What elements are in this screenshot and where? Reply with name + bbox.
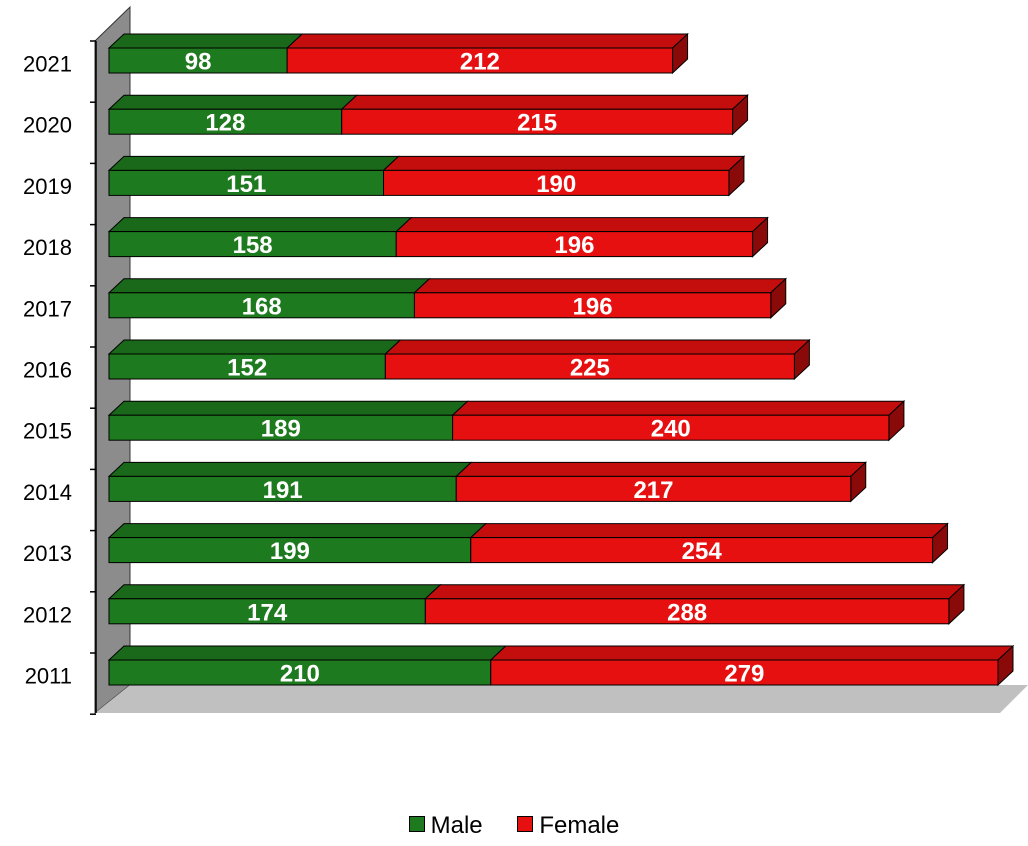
bar-male-2011: [107, 645, 508, 686]
bar-female-2020: [340, 94, 749, 136]
bar-female-2013: [469, 522, 949, 564]
data-label-male: 151: [226, 171, 266, 198]
y-tick-label: 2017: [23, 296, 72, 321]
data-label-male: 158: [233, 232, 273, 259]
y-tick-layer: 2021 2020 2019 2018 2017 2016 2015 2014 2013 2012…: [23, 52, 72, 689]
data-label-female: 196: [554, 232, 594, 259]
bar-male-2021: [107, 33, 304, 74]
data-label-female: 215: [517, 110, 557, 137]
y-tick-label: 2013: [23, 541, 72, 566]
bar-male-2020: [107, 94, 358, 135]
y-tick-label: 2018: [23, 235, 72, 260]
bar-female-2017: [413, 277, 788, 319]
data-label-male: 189: [261, 416, 301, 443]
legend: Male Female: [0, 812, 1028, 840]
legend-item-male: Male: [408, 812, 483, 840]
bar-female-2018: [394, 216, 769, 258]
legend-swatch-female: [517, 816, 534, 832]
data-label-male: 152: [227, 355, 267, 382]
y-tick-label: 2016: [23, 358, 72, 383]
bar-male-2012: [107, 584, 442, 625]
legend-item-female: Female: [517, 812, 619, 840]
data-label-female: 190: [536, 171, 576, 198]
bar-female-2011: [489, 644, 1015, 687]
floor: [95, 685, 1028, 713]
bar-female-2012: [424, 583, 966, 625]
data-label-male: 191: [263, 477, 303, 504]
bar-layer: 98 212 128 215 151 190 158 196 168 196 152 225 189 24…: [107, 32, 1015, 688]
y-tick-label: 2015: [23, 419, 72, 444]
data-label-female: 288: [667, 599, 707, 626]
y-tick-label: 2012: [23, 602, 72, 627]
data-label-male: 210: [280, 661, 320, 688]
data-label-male: 128: [205, 110, 245, 137]
data-label-female: 196: [573, 293, 613, 320]
bar-male-2013: [107, 523, 488, 564]
bar-female-2019: [382, 155, 746, 197]
data-label-male: 174: [247, 599, 288, 626]
data-label-female: 225: [570, 355, 610, 382]
legend-label-female: Female: [539, 812, 620, 839]
y-tick-label: 2020: [23, 113, 72, 138]
y-tick-label: 2019: [23, 174, 72, 199]
bar-male-2018: [107, 217, 413, 258]
legend-swatch-male: [408, 816, 425, 832]
data-label-female: 279: [724, 661, 764, 688]
bar-female-2015: [451, 400, 906, 442]
y-tick-label: 2011: [25, 664, 72, 689]
bar-female-2021: [285, 32, 689, 75]
bar-female-2014: [454, 461, 868, 503]
bar-male-2019: [107, 155, 400, 196]
y-tick-label: 2021: [23, 52, 72, 77]
data-label-male: 98: [185, 49, 212, 76]
y-tick-label: 2014: [23, 480, 72, 505]
bar-female-2016: [384, 338, 811, 381]
bar-male-2016: [107, 339, 402, 380]
data-label-male: 199: [270, 538, 310, 565]
legend-label-male: Male: [430, 812, 483, 839]
data-label-female: 240: [651, 416, 691, 443]
data-label-female: 217: [633, 477, 673, 504]
data-label-male: 168: [242, 293, 282, 320]
data-label-female: 212: [460, 49, 500, 76]
data-label-female: 254: [682, 538, 723, 565]
